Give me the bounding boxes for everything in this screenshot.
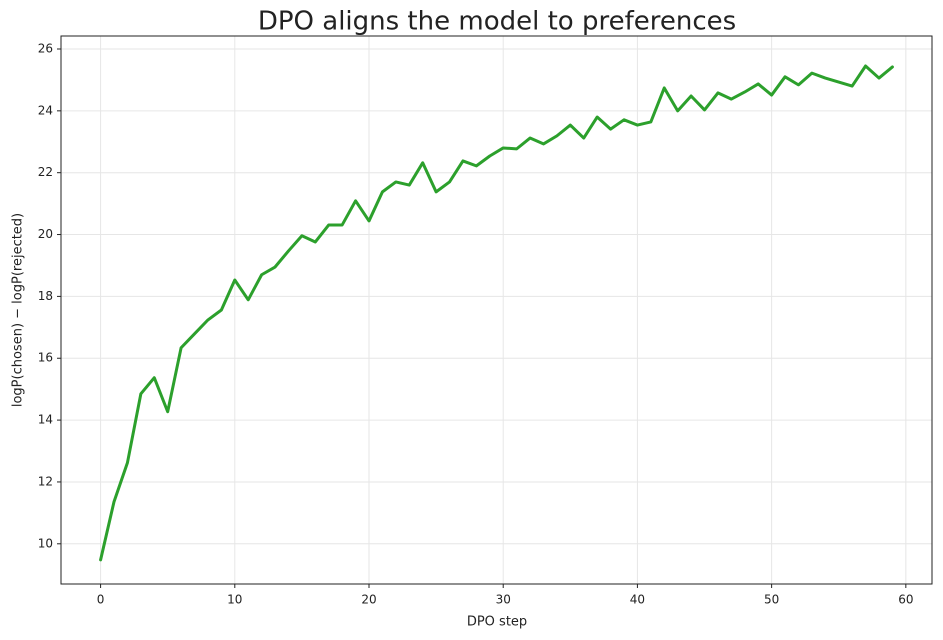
x-tick-label: 10 [227, 593, 242, 607]
x-tick-label: 20 [361, 593, 376, 607]
chart-title: DPO aligns the model to preferences [258, 7, 736, 37]
y-tick-label: 16 [38, 351, 53, 365]
x-tick-label: 50 [764, 593, 779, 607]
x-tick-label: 0 [97, 593, 105, 607]
plot-frame [60, 35, 933, 585]
data-line [99, 64, 894, 562]
y-tick-label: 22 [38, 165, 53, 179]
y-tick-label: 12 [38, 474, 53, 488]
x-tick-label: 30 [496, 593, 511, 607]
y-tick-label: 24 [38, 103, 53, 117]
y-tick-label: 10 [38, 536, 53, 550]
y-tick-label: 20 [38, 227, 53, 241]
y-axis-label: logP(chosen) − logP(rejected) [11, 213, 26, 407]
y-tick-label: 18 [38, 289, 53, 303]
x-tick-label: 40 [630, 593, 645, 607]
x-tick-label: 60 [898, 593, 913, 607]
y-tick-label: 26 [38, 41, 53, 55]
y-tick-label: 14 [38, 413, 53, 427]
x-axis-label: DPO step [467, 615, 527, 630]
